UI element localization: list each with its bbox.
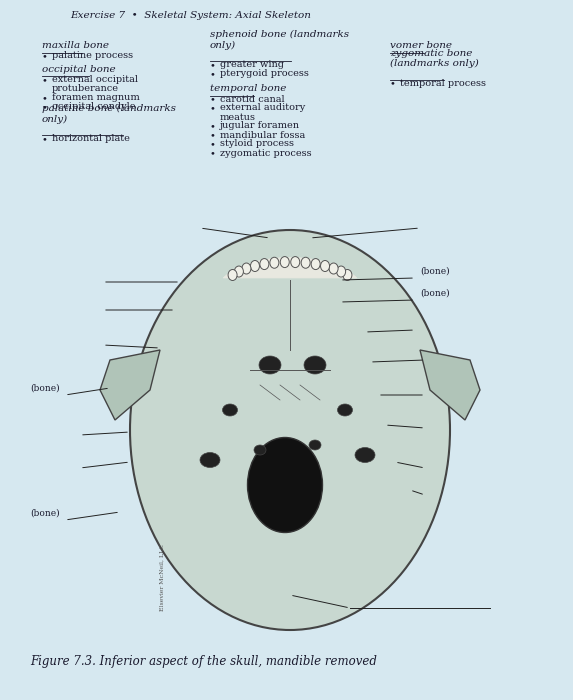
Ellipse shape <box>248 438 323 533</box>
Ellipse shape <box>309 440 321 450</box>
Text: Exercise 7  •  Skeletal System: Axial Skeleton: Exercise 7 • Skeletal System: Axial Skel… <box>70 11 311 20</box>
Ellipse shape <box>222 404 237 416</box>
Ellipse shape <box>280 257 289 267</box>
Text: palatine bone (landmarks
only): palatine bone (landmarks only) <box>42 104 176 124</box>
Text: meatus: meatus <box>220 113 256 122</box>
Text: Elsevier McNeil, LLC: Elsevier McNeil, LLC <box>160 544 165 611</box>
Ellipse shape <box>304 356 326 374</box>
Text: (bone): (bone) <box>30 384 60 393</box>
Ellipse shape <box>130 230 450 630</box>
Ellipse shape <box>242 263 251 274</box>
Ellipse shape <box>337 404 352 416</box>
Polygon shape <box>100 350 160 420</box>
Text: temporal bone: temporal bone <box>210 84 286 93</box>
Text: •: • <box>210 132 216 141</box>
Text: occipital bone: occipital bone <box>42 64 116 74</box>
Text: •: • <box>42 135 48 144</box>
Ellipse shape <box>254 445 266 455</box>
Text: •: • <box>210 95 216 104</box>
Text: occipital condyle: occipital condyle <box>52 102 135 111</box>
Text: foramen magnum: foramen magnum <box>52 93 140 102</box>
Ellipse shape <box>228 270 237 281</box>
Text: zygomatic process: zygomatic process <box>220 148 312 158</box>
Text: •: • <box>210 61 216 70</box>
Ellipse shape <box>301 258 310 268</box>
Text: maxilla bone: maxilla bone <box>42 41 109 50</box>
Ellipse shape <box>343 270 352 281</box>
Text: pterygoid process: pterygoid process <box>220 69 309 78</box>
Text: sphenoid bone (landmarks
only): sphenoid bone (landmarks only) <box>210 30 349 50</box>
Text: zygomatic bone
(landmarks only): zygomatic bone (landmarks only) <box>390 49 479 69</box>
Text: •: • <box>210 150 216 158</box>
Polygon shape <box>223 258 357 278</box>
Text: greater wing: greater wing <box>220 60 284 69</box>
Text: external auditory: external auditory <box>220 104 305 113</box>
Text: protuberance: protuberance <box>52 84 119 93</box>
Text: Figure 7.3. Inferior aspect of the skull, mandible removed: Figure 7.3. Inferior aspect of the skull… <box>30 655 377 668</box>
Text: •: • <box>210 104 216 113</box>
Text: •: • <box>210 70 216 79</box>
Ellipse shape <box>250 260 260 272</box>
Text: •: • <box>210 141 216 150</box>
Text: •: • <box>42 52 48 62</box>
Text: (bone): (bone) <box>420 267 450 276</box>
Text: external occipital: external occipital <box>52 75 138 84</box>
Ellipse shape <box>329 263 338 274</box>
Ellipse shape <box>291 257 300 267</box>
Text: •: • <box>390 80 396 88</box>
Text: temporal process: temporal process <box>400 78 486 88</box>
Text: palatine process: palatine process <box>52 52 133 60</box>
Ellipse shape <box>260 258 269 270</box>
Text: carotid canal: carotid canal <box>220 94 285 104</box>
Text: •: • <box>42 76 48 85</box>
Text: horizontal plate: horizontal plate <box>52 134 130 143</box>
Ellipse shape <box>200 452 220 468</box>
Text: •: • <box>42 94 48 103</box>
Text: (bone): (bone) <box>30 509 60 518</box>
Ellipse shape <box>234 266 244 277</box>
Ellipse shape <box>355 447 375 463</box>
Text: styloid process: styloid process <box>220 139 294 148</box>
Ellipse shape <box>270 258 279 268</box>
Ellipse shape <box>336 266 346 277</box>
Text: (bone): (bone) <box>420 289 450 298</box>
Text: mandibular fossa: mandibular fossa <box>220 130 305 139</box>
Ellipse shape <box>259 356 281 374</box>
Text: vomer bone: vomer bone <box>390 41 452 50</box>
Text: •: • <box>42 103 48 112</box>
Text: jugular foramen: jugular foramen <box>220 122 300 130</box>
Ellipse shape <box>320 260 329 272</box>
Polygon shape <box>420 350 480 420</box>
Text: •: • <box>210 122 216 132</box>
Ellipse shape <box>311 258 320 270</box>
